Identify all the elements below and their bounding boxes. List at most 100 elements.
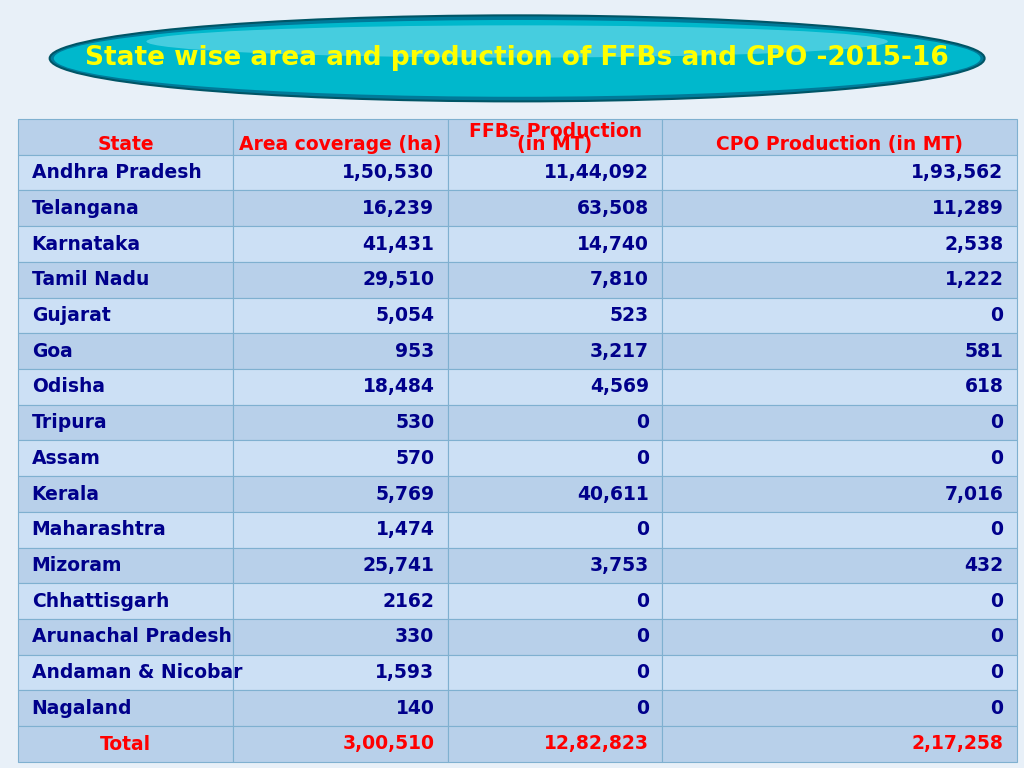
- Bar: [663, 155, 1017, 190]
- Bar: [18, 690, 233, 727]
- Text: 1,593: 1,593: [376, 663, 434, 682]
- Bar: [663, 262, 1017, 297]
- Bar: [663, 297, 1017, 333]
- Text: Gujarat: Gujarat: [32, 306, 111, 325]
- Text: Tamil Nadu: Tamil Nadu: [32, 270, 150, 290]
- Bar: [663, 369, 1017, 405]
- Ellipse shape: [53, 20, 981, 97]
- Bar: [18, 511, 233, 548]
- Text: Area coverage (ha): Area coverage (ha): [239, 135, 441, 154]
- Text: 41,431: 41,431: [362, 234, 434, 253]
- Bar: [663, 333, 1017, 369]
- Text: 5,769: 5,769: [376, 485, 434, 504]
- Text: 14,740: 14,740: [578, 234, 649, 253]
- Bar: [447, 369, 663, 405]
- Bar: [18, 405, 233, 441]
- Bar: [18, 262, 233, 297]
- Bar: [447, 262, 663, 297]
- Bar: [447, 333, 663, 369]
- Text: State: State: [97, 135, 154, 154]
- Text: Goa: Goa: [32, 342, 73, 361]
- Bar: [447, 190, 663, 226]
- Text: 5,054: 5,054: [376, 306, 434, 325]
- Bar: [233, 226, 447, 262]
- Text: 40,611: 40,611: [578, 485, 649, 504]
- Text: 63,508: 63,508: [577, 199, 649, 218]
- Bar: [663, 226, 1017, 262]
- Bar: [663, 190, 1017, 226]
- Bar: [663, 119, 1017, 155]
- Text: 1,474: 1,474: [376, 520, 434, 539]
- Bar: [233, 297, 447, 333]
- Text: 581: 581: [965, 342, 1004, 361]
- Bar: [18, 369, 233, 405]
- Text: Maharashtra: Maharashtra: [32, 520, 167, 539]
- Bar: [233, 727, 447, 762]
- Text: State wise area and production of FFBs and CPO -2015-16: State wise area and production of FFBs a…: [85, 45, 949, 71]
- Text: 0: 0: [636, 663, 649, 682]
- Text: 0: 0: [636, 699, 649, 718]
- Text: 25,741: 25,741: [362, 556, 434, 575]
- Bar: [447, 155, 663, 190]
- Bar: [233, 584, 447, 619]
- Text: 0: 0: [636, 627, 649, 647]
- Text: Karnataka: Karnataka: [32, 234, 141, 253]
- Text: 1,50,530: 1,50,530: [342, 163, 434, 182]
- Bar: [663, 654, 1017, 690]
- Text: 4,569: 4,569: [590, 377, 649, 396]
- Bar: [18, 155, 233, 190]
- Bar: [233, 690, 447, 727]
- Bar: [233, 441, 447, 476]
- Text: (in MT): (in MT): [517, 135, 593, 154]
- Text: Odisha: Odisha: [32, 377, 104, 396]
- Text: 18,484: 18,484: [362, 377, 434, 396]
- Bar: [447, 654, 663, 690]
- Text: Andaman & Nicobar: Andaman & Nicobar: [32, 663, 243, 682]
- Bar: [233, 190, 447, 226]
- Text: 2,538: 2,538: [944, 234, 1004, 253]
- Text: 953: 953: [395, 342, 434, 361]
- Bar: [233, 476, 447, 511]
- Text: 330: 330: [395, 627, 434, 647]
- Text: 7,016: 7,016: [945, 485, 1004, 504]
- Bar: [18, 619, 233, 654]
- Bar: [18, 190, 233, 226]
- Bar: [233, 119, 447, 155]
- Bar: [663, 619, 1017, 654]
- Text: Total: Total: [100, 734, 152, 753]
- Text: 0: 0: [990, 449, 1004, 468]
- Ellipse shape: [146, 25, 888, 58]
- Text: Kerala: Kerala: [32, 485, 99, 504]
- Bar: [447, 619, 663, 654]
- Text: 29,510: 29,510: [362, 270, 434, 290]
- Text: Andhra Pradesh: Andhra Pradesh: [32, 163, 202, 182]
- Bar: [233, 155, 447, 190]
- Text: 0: 0: [990, 699, 1004, 718]
- Text: 0: 0: [990, 520, 1004, 539]
- Text: 3,217: 3,217: [590, 342, 649, 361]
- Text: 618: 618: [965, 377, 1004, 396]
- Bar: [233, 619, 447, 654]
- Bar: [233, 333, 447, 369]
- Text: Nagaland: Nagaland: [32, 699, 132, 718]
- Text: CPO Production (in MT): CPO Production (in MT): [716, 135, 964, 154]
- Bar: [18, 584, 233, 619]
- Bar: [18, 654, 233, 690]
- Text: 1,93,562: 1,93,562: [911, 163, 1004, 182]
- Bar: [447, 690, 663, 727]
- Text: 3,753: 3,753: [590, 556, 649, 575]
- Bar: [447, 727, 663, 762]
- Text: 2,17,258: 2,17,258: [911, 734, 1004, 753]
- Bar: [233, 511, 447, 548]
- Text: 16,239: 16,239: [362, 199, 434, 218]
- Bar: [233, 654, 447, 690]
- Text: Assam: Assam: [32, 449, 100, 468]
- Text: 11,44,092: 11,44,092: [544, 163, 649, 182]
- Bar: [663, 405, 1017, 441]
- Bar: [447, 441, 663, 476]
- Bar: [18, 441, 233, 476]
- Bar: [18, 476, 233, 511]
- Bar: [18, 297, 233, 333]
- Bar: [18, 727, 233, 762]
- Bar: [663, 690, 1017, 727]
